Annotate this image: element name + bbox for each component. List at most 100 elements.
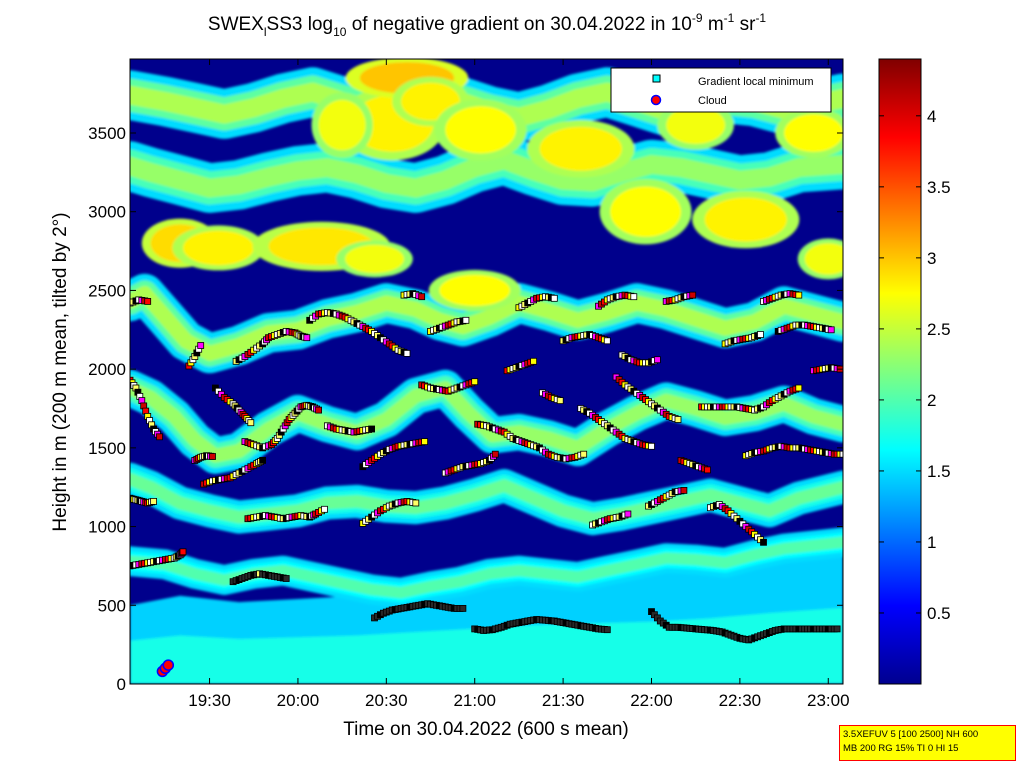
gradient-minimum-marker xyxy=(795,291,803,299)
gradient-minimum-marker xyxy=(624,510,632,518)
x-tick-label: 19:30 xyxy=(188,691,231,710)
x-tick-label: 22:00 xyxy=(630,691,673,710)
bright-spot-12 xyxy=(666,106,726,145)
cloud-marker xyxy=(162,659,175,671)
bright-spot-10 xyxy=(610,186,681,237)
gradient-minimum-marker xyxy=(144,297,152,305)
gradient-minimum-marker xyxy=(418,293,426,301)
info-line-2: MB 200 RG 15% TI 0 HI 15 xyxy=(843,743,959,754)
gradient-minimum-marker xyxy=(550,294,558,302)
legend-box xyxy=(610,67,832,113)
y-tick-label: 2000 xyxy=(88,360,126,379)
gradient-minimum-marker xyxy=(630,293,638,301)
gradient-minimum-marker xyxy=(156,433,163,441)
x-tick-label: 23:00 xyxy=(807,691,850,710)
gradient-minimum-marker xyxy=(315,406,323,414)
gradient-minimum-marker xyxy=(421,438,429,446)
cloud-markers xyxy=(156,659,175,678)
gradient-minimum-marker xyxy=(580,450,588,458)
gradient-minimum-marker xyxy=(530,357,537,365)
colorbar-tick-label: 0.5 xyxy=(927,604,951,623)
y-tick-label: 3000 xyxy=(88,203,126,222)
gradient-minimum-marker xyxy=(603,337,611,345)
chart-title: SWEXlSS3 log10 of negative gradient on 3… xyxy=(208,11,767,39)
gradient-minimum-marker xyxy=(471,378,479,386)
gradient-minimum-marker xyxy=(680,486,688,494)
bright-spot-1 xyxy=(182,230,254,266)
x-tick-label: 22:30 xyxy=(719,691,762,710)
y-axis-label: Height in m (200 m mean, tilted by 2°) xyxy=(50,212,71,531)
layer-core-4 xyxy=(130,150,843,198)
gradient-minimum-marker xyxy=(833,625,841,633)
y-tick-label: 1500 xyxy=(88,439,126,458)
gradient-minimum-marker xyxy=(459,605,467,612)
legend-label-gradient-minimum: Gradient local minimum xyxy=(698,76,814,88)
gradient-minimum-marker xyxy=(403,349,411,357)
colorbar-gradient xyxy=(878,58,922,685)
gradient-minimum-marker xyxy=(247,419,255,427)
colorbar-ticks: 0.5 1 1.5 2 2.5 3 3.5 4 xyxy=(879,107,951,623)
gradient-minimum-marker xyxy=(259,456,267,464)
colorbar-tick-label: 1.5 xyxy=(927,462,951,481)
gradient-minimum-marker xyxy=(150,497,158,505)
gradient-minimum-marker xyxy=(795,384,803,392)
y-tick-label: 500 xyxy=(98,596,126,615)
y-axis: 0 500 1000 1500 2000 2500 3000 3500 xyxy=(88,124,843,694)
gradient-minimum-marker xyxy=(282,575,290,582)
bright-spot-9 xyxy=(539,126,622,171)
gradient-field xyxy=(130,59,843,684)
gradient-minimum-marker xyxy=(603,626,611,634)
colorbar-tick-label: 2 xyxy=(927,391,936,410)
bright-spot-14 xyxy=(804,243,843,275)
gradient-minimum-marker xyxy=(556,397,564,405)
gradient-minimum-marker xyxy=(648,442,655,450)
bright-spot-8 xyxy=(445,106,517,154)
gradient-minimum-marker xyxy=(757,331,764,338)
y-tick-label: 0 xyxy=(117,675,126,694)
colorbar-tick-label: 4 xyxy=(927,107,936,126)
x-tick-label: 21:30 xyxy=(542,691,585,710)
gradient-minimum-marker xyxy=(839,450,843,458)
legend-label-cloud: Cloud xyxy=(698,95,727,107)
colorbar-tick-label: 3.5 xyxy=(927,178,951,197)
parameter-info-box: 3.5XEFUV 5 [100 2500] NH 600 MB 200 RG 1… xyxy=(839,725,1016,761)
gradient-minimum-marker xyxy=(412,499,420,507)
gradient-minimum-marker xyxy=(689,291,697,299)
gradient-minimum-marker xyxy=(179,548,187,556)
gradient-minimum-marker xyxy=(462,316,470,324)
gradient-minimum-marker xyxy=(704,466,711,474)
layer-core-2 xyxy=(130,473,843,525)
gradient-minimum-marker xyxy=(321,505,328,513)
bright-spot-11 xyxy=(704,197,787,242)
legend: Gradient local minimum Cloud xyxy=(610,67,832,113)
colorbar-tick-label: 2.5 xyxy=(927,320,951,339)
x-tick-label: 20:30 xyxy=(365,691,408,710)
gradient-minimum-marker xyxy=(760,538,767,546)
gradient-minima-markers xyxy=(130,290,843,644)
layer-core-1 xyxy=(130,381,843,463)
gradient-minimum-marker xyxy=(197,342,205,349)
bright-spot-5 xyxy=(318,99,366,151)
gradient-minimum-marker xyxy=(491,450,499,458)
colorbar: 0.5 1 1.5 2 2.5 3 3.5 4 xyxy=(878,58,951,685)
colorbar-tick-label: 1 xyxy=(927,533,936,552)
gradient-minimum-marker xyxy=(827,326,835,334)
x-tick-label: 20:00 xyxy=(277,691,320,710)
gradient-minimum-marker xyxy=(303,334,311,342)
heatmap-area xyxy=(130,59,843,684)
gradient-minimum-marker xyxy=(368,425,376,433)
legend-marker-cloud xyxy=(650,94,662,106)
bright-spot-3 xyxy=(345,244,405,274)
x-axis-label: Time on 30.04.2022 (600 s mean) xyxy=(343,719,629,740)
y-tick-label: 3500 xyxy=(88,124,126,143)
bright-spot-13 xyxy=(784,114,843,152)
layer-core-0 xyxy=(130,286,843,361)
plot-frame xyxy=(129,58,844,685)
y-tick-label: 1000 xyxy=(88,518,126,537)
x-axis: 19:30 20:00 20:30 21:00 21:30 22:00 22:30 23:00 xyxy=(188,59,850,710)
x-tick-label: 21:00 xyxy=(453,691,496,710)
gradient-minimum-marker xyxy=(674,416,682,423)
legend-marker-gradient-minimum xyxy=(652,74,661,83)
info-line-1: 3.5XEFUV 5 [100 2500] NH 600 xyxy=(843,729,979,740)
